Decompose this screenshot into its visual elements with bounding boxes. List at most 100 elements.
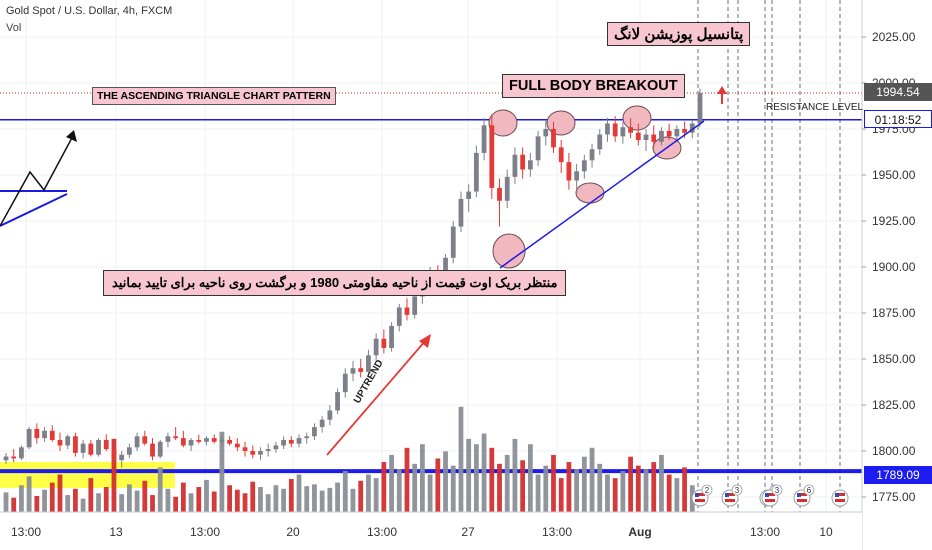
ascending-trend-line	[499, 120, 705, 269]
candle-body	[319, 419, 325, 428]
candle-body	[96, 439, 101, 455]
event-flag-canton	[797, 493, 801, 497]
volume-bar	[366, 474, 371, 512]
event-count-badge	[771, 484, 783, 496]
volume-bar	[605, 474, 610, 512]
volume-bar	[574, 469, 580, 512]
candle-body	[327, 410, 333, 420]
candle-body	[196, 439, 202, 442]
candle-body	[481, 125, 487, 153]
volume-bar	[412, 463, 418, 512]
candle-body	[504, 176, 510, 201]
volume-bar	[620, 470, 626, 512]
volume-bar	[589, 447, 595, 512]
candle-body	[366, 355, 371, 372]
volume-bar	[196, 487, 202, 512]
volume-bar	[396, 469, 402, 512]
volume-bar	[96, 493, 101, 512]
candle-body	[450, 226, 456, 258]
candle-body	[3, 456, 9, 461]
candle-body	[682, 129, 687, 133]
volume-bar	[11, 497, 17, 512]
volume-bar	[543, 465, 549, 512]
volume-bar	[643, 469, 649, 512]
candle-body	[312, 427, 317, 437]
x-tick-label: 20	[286, 525, 300, 539]
candle-body	[404, 307, 410, 315]
candle-body	[73, 436, 78, 453]
event-flag-stripe	[695, 493, 705, 496]
candle-body	[88, 443, 94, 455]
volume-bar	[211, 491, 217, 512]
candle-body	[234, 443, 240, 448]
candle-body	[80, 443, 86, 453]
volume-bar	[535, 474, 541, 512]
event-flag-stripe	[725, 499, 735, 502]
volume-bar	[288, 479, 294, 512]
volume-bar	[612, 478, 618, 512]
candle-body	[119, 454, 125, 461]
candle-body	[635, 132, 641, 141]
volume-bar	[19, 485, 24, 512]
support-zone	[0, 462, 175, 488]
event-flag-canton	[725, 493, 729, 497]
candle-body	[674, 129, 680, 137]
candle-body	[659, 130, 664, 142]
volume-bar	[73, 488, 78, 512]
volume-bar	[381, 462, 387, 512]
candle-body	[204, 438, 209, 442]
candle-body	[219, 439, 225, 442]
last-price-tag: 1994.54	[864, 83, 932, 101]
candle-body	[258, 451, 263, 455]
event-marker	[831, 489, 849, 507]
volume-bar	[473, 444, 479, 512]
candle-body	[42, 430, 47, 439]
volume-bar	[265, 494, 271, 512]
volume-bar	[481, 433, 487, 512]
volume-bar	[26, 476, 32, 512]
volume-bar	[65, 495, 71, 512]
volume-bar	[581, 456, 587, 512]
event-flag-canton	[765, 493, 769, 497]
long-position-note: پتانسیل پوزیشن لانگ	[607, 22, 751, 46]
pattern-oval	[488, 109, 518, 137]
x-tick-label: 13	[109, 525, 123, 539]
candle-body	[111, 449, 117, 461]
candle-body	[242, 447, 248, 451]
volume-bar	[304, 486, 310, 512]
candle-body	[589, 149, 595, 161]
support-price-tag: 1789.09	[864, 466, 932, 484]
y-tick-label: 1925.00	[872, 214, 916, 228]
x-tick-label: 13:00	[750, 525, 780, 539]
event-marker: 2	[691, 484, 713, 507]
volume-bar	[674, 478, 680, 512]
pattern-oval	[575, 182, 605, 204]
candle-body	[34, 428, 40, 439]
candle-body	[211, 438, 217, 442]
x-tick-label: 10	[819, 525, 833, 539]
x-tick-label: 13:00	[190, 525, 220, 539]
sketch-arrowhead	[66, 130, 77, 142]
candle-body	[288, 439, 294, 444]
volume-bar	[119, 494, 125, 512]
volume-bar	[250, 481, 256, 512]
event-flag-stripe	[835, 493, 845, 496]
volume-bar	[682, 467, 687, 512]
volume-bar	[126, 484, 132, 512]
candle-body	[620, 127, 626, 137]
volume-bar	[242, 493, 248, 512]
candle-body	[558, 147, 564, 163]
volume-bar	[258, 487, 263, 512]
volume-bar	[312, 484, 317, 512]
candle-body	[11, 456, 17, 459]
candle-body	[396, 307, 402, 326]
volume-bar	[504, 454, 510, 512]
candle-body	[381, 338, 387, 348]
volume-bar	[512, 438, 518, 512]
event-count-badge	[803, 484, 815, 496]
volume-bar	[551, 454, 556, 512]
volume-bar	[204, 479, 209, 512]
volume-bar	[319, 490, 325, 512]
volume-bar	[597, 463, 603, 512]
